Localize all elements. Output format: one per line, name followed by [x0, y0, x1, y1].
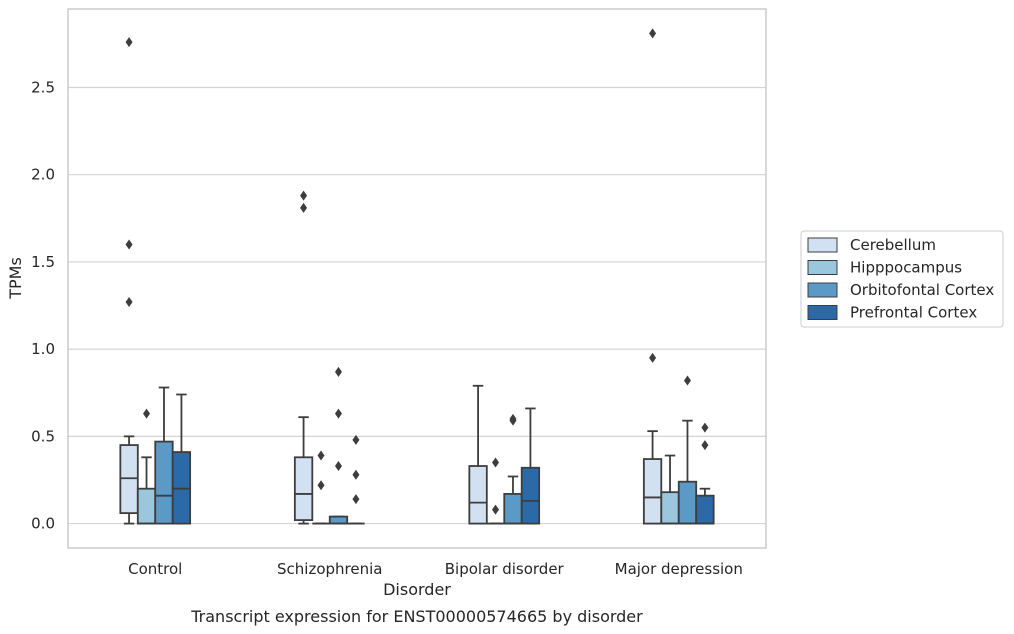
box-group: [347, 434, 365, 525]
box-body: [660, 491, 680, 525]
box-body: [328, 515, 349, 525]
outlier-marker: [334, 408, 342, 419]
legend-label: Orbitofontal Cortex: [850, 281, 994, 299]
box-group: [677, 375, 698, 525]
outlier-marker: [649, 352, 657, 363]
x-tick-label: Bipolar disorder: [445, 560, 565, 578]
outlier-marker: [492, 504, 500, 515]
outlier-marker: [300, 190, 308, 201]
legend-swatch: [807, 237, 838, 253]
outlier-marker: [125, 37, 133, 48]
box-group: [136, 408, 157, 525]
x-tick-label: Major depression: [615, 560, 743, 578]
legend-label: Prefrontal Cortex: [850, 304, 977, 322]
outlier-marker: [317, 480, 325, 491]
outlier-marker: [649, 28, 657, 39]
outlier-marker: [492, 457, 500, 468]
y-tick-label: 0.5: [31, 427, 55, 445]
outlier-marker: [509, 413, 517, 424]
box-body: [520, 466, 541, 525]
box-group: [171, 393, 192, 525]
outlier-marker: [334, 366, 342, 377]
outlier-marker: [683, 375, 691, 386]
outlier-marker: [352, 434, 360, 445]
legend-swatch: [807, 282, 838, 298]
outlier-marker: [701, 422, 709, 433]
box-plot-series: [119, 28, 715, 525]
box-group: [119, 37, 139, 525]
outlier-marker: [300, 202, 308, 213]
box-body: [695, 494, 715, 525]
box-body: [154, 440, 174, 525]
outlier-marker: [701, 440, 709, 451]
y-axis-ticks: 0.0 0.5 1.0 1.5 2.0 2.5: [31, 78, 55, 532]
legend-swatch: [807, 305, 838, 320]
box-body: [642, 458, 663, 525]
legend-frame: [800, 230, 1004, 328]
legend: Cerebellum Hipppocampus Orbitofontal Corte…: [800, 230, 1004, 328]
y-tick-label: 0.0: [31, 515, 55, 533]
y-tick-label: 2.5: [31, 78, 55, 96]
x-axis-ticks: Control Schizophrenia Bipolar disorder Majo…: [128, 560, 743, 578]
box-group: [695, 422, 715, 525]
outlier-marker: [334, 461, 342, 472]
box-body: [503, 493, 523, 525]
y-tick-label: 1.5: [31, 253, 55, 271]
y-tick-label: 1.0: [31, 340, 55, 358]
box-group: [486, 457, 505, 525]
box-group: [154, 386, 174, 525]
legend-swatch: [807, 260, 838, 275]
box-group: [312, 450, 330, 525]
outlier-marker: [317, 450, 325, 461]
legend-label: Cerebellum: [850, 236, 936, 254]
outlier-marker: [125, 297, 133, 308]
y-tick-label: 2.0: [31, 166, 55, 184]
box-group: [642, 28, 663, 525]
box-group: [293, 190, 314, 525]
outlier-marker: [352, 494, 360, 505]
box-group: [328, 366, 349, 525]
box-body: [677, 480, 698, 525]
box-group: [468, 384, 488, 525]
box-group: [503, 413, 523, 525]
x-axis-label: Disorder: [383, 580, 451, 599]
chart-caption: Transcript expression for ENST0000057466…: [190, 607, 643, 626]
x-tick-label: Control: [128, 560, 182, 578]
outlier-marker: [143, 408, 151, 419]
box-body: [468, 465, 488, 525]
legend-label: Hipppocampus: [850, 259, 962, 277]
outlier-marker: [125, 239, 133, 250]
plot-frame: [67, 8, 767, 549]
outlier-marker: [352, 469, 360, 480]
box-body: [293, 456, 314, 521]
y-axis-label: TPMs: [6, 257, 25, 300]
box-group: [520, 407, 541, 525]
box-body: [136, 487, 157, 525]
x-tick-label: Schizophrenia: [277, 560, 382, 578]
box-group: [660, 454, 680, 525]
